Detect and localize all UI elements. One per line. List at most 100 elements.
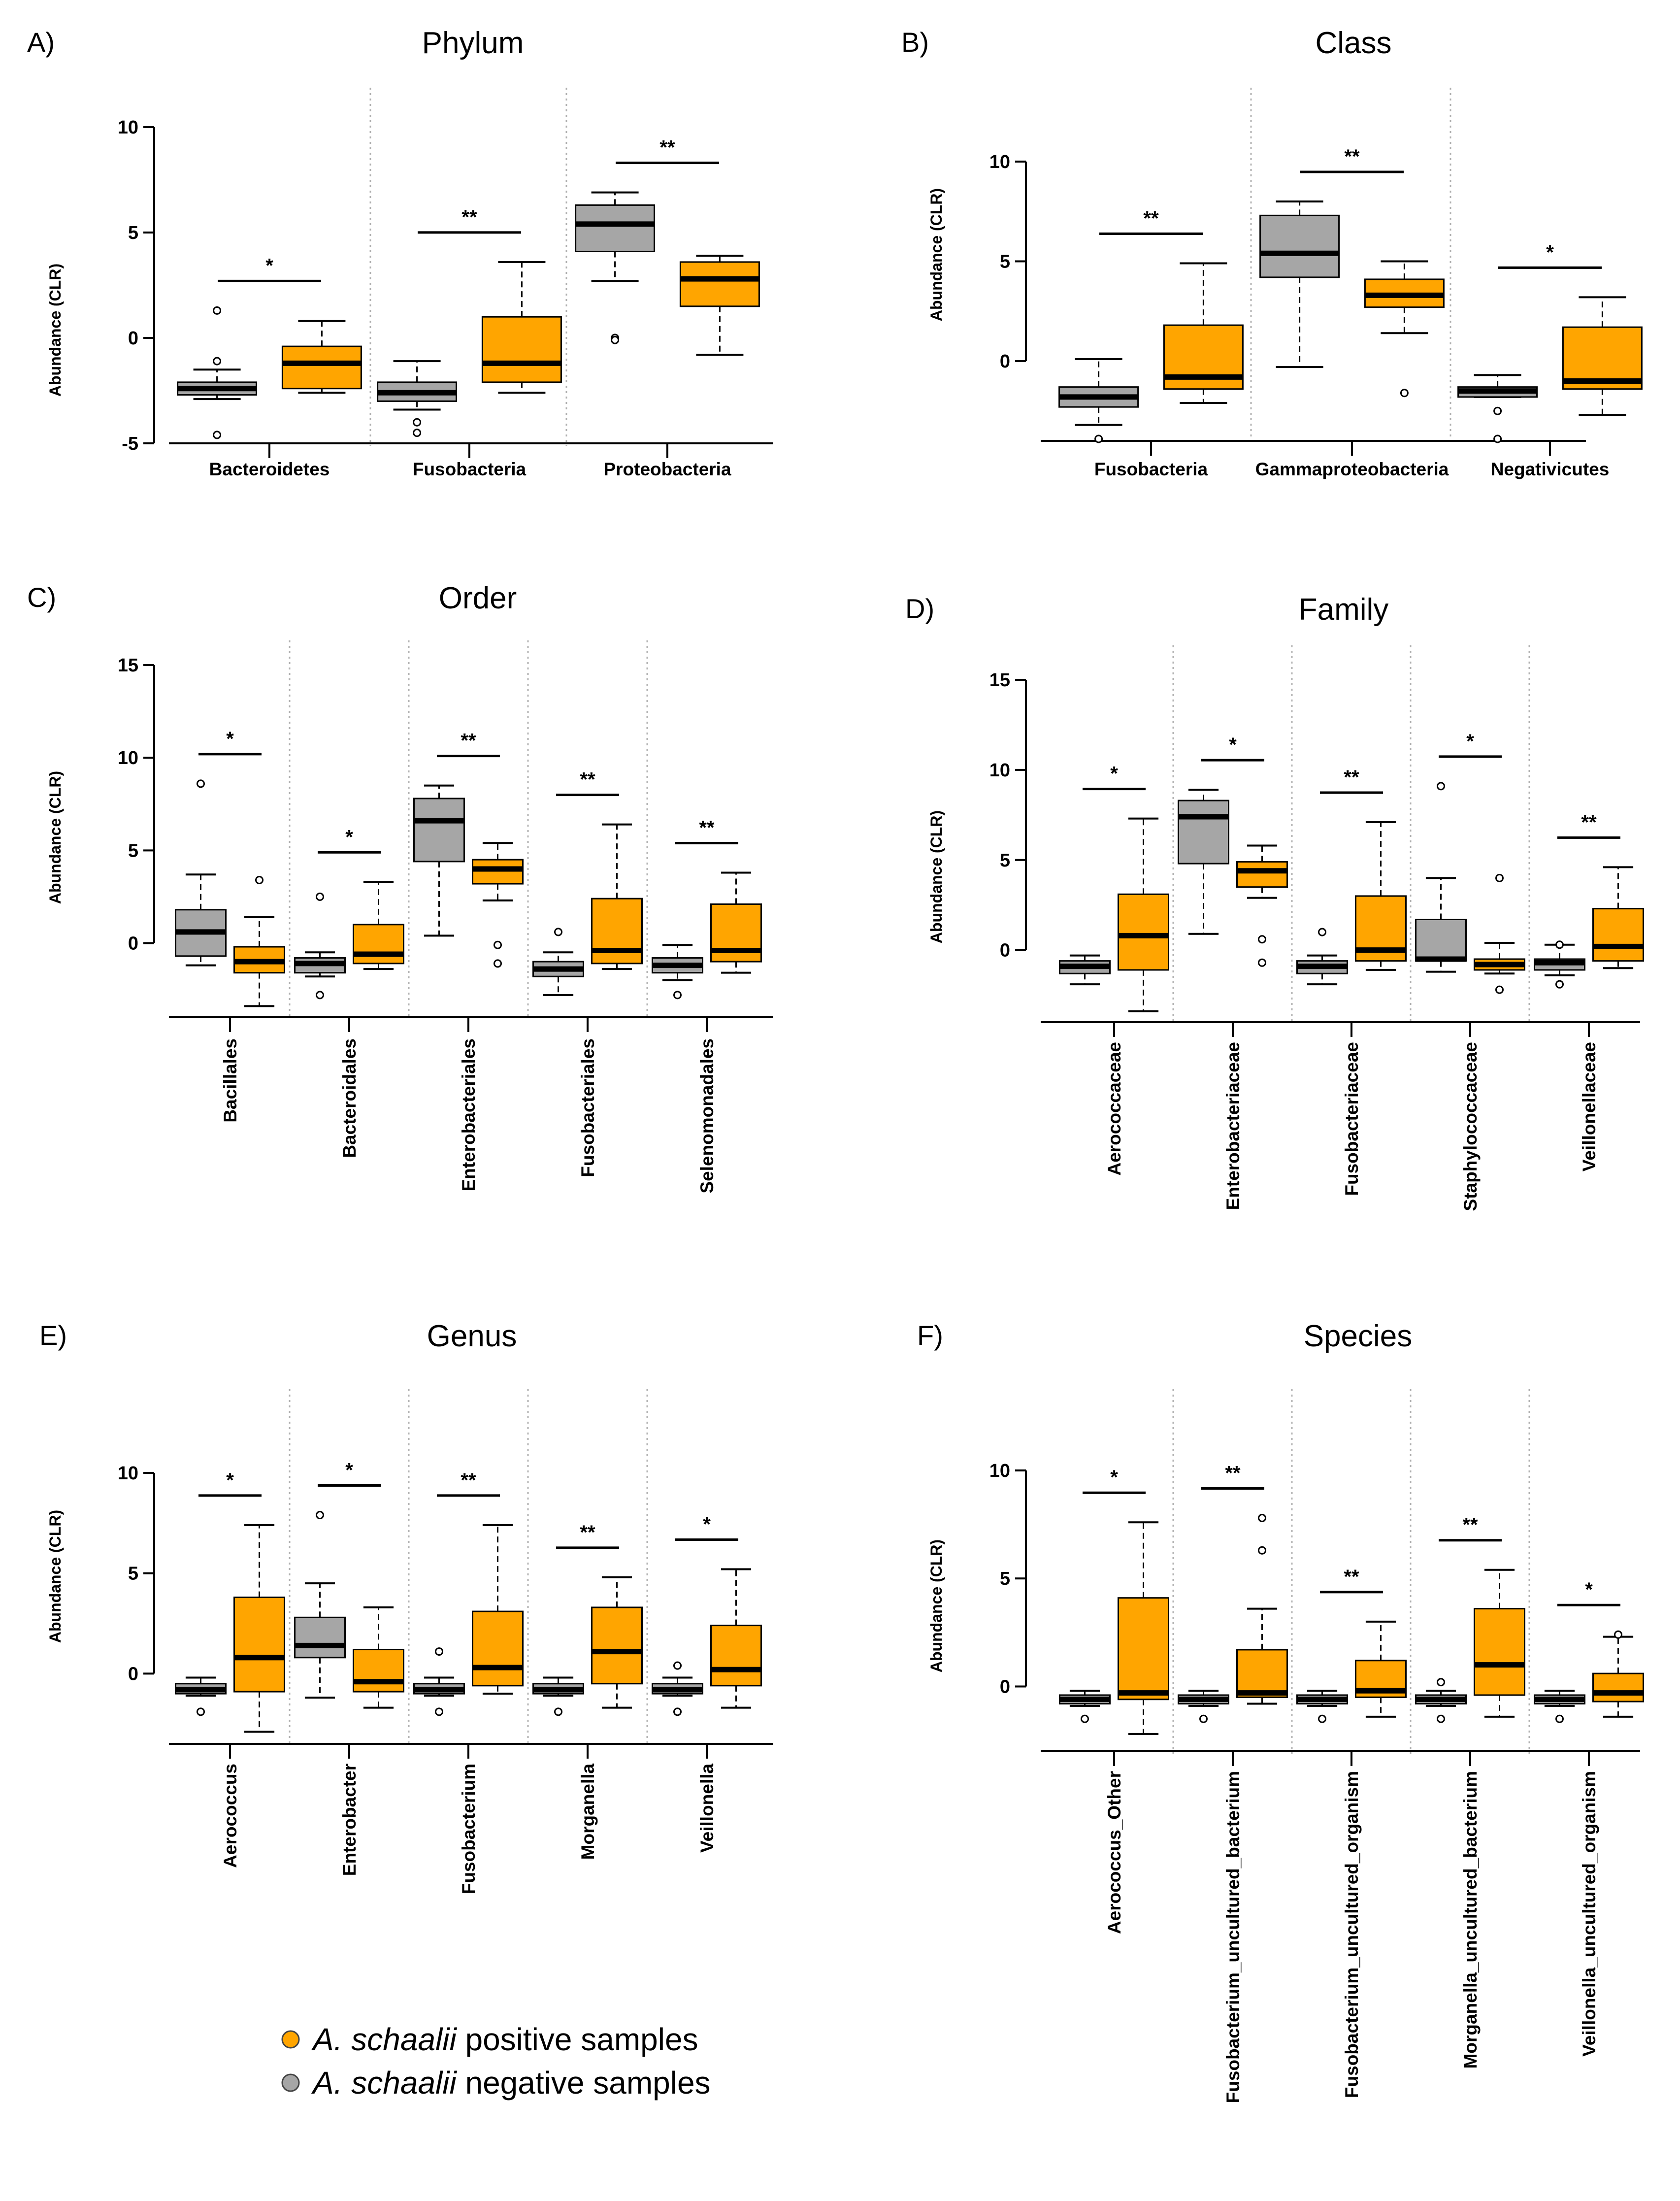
x-tick-label: Fusobacteria [413, 459, 527, 479]
outlier-point [1400, 389, 1409, 398]
outlier-point [1094, 434, 1103, 443]
x-tick-label: Enterobacter [339, 1764, 360, 1876]
outlier-point [1318, 928, 1326, 936]
x-tick-label: Enterobacteriales [459, 1038, 479, 1192]
box-negative [652, 944, 703, 1000]
box-positive [353, 881, 404, 970]
significance-label: ** [1344, 146, 1360, 167]
x-tick-label: Negativicutes [1491, 459, 1610, 479]
outlier-point [197, 779, 205, 788]
box-negative [1534, 1690, 1585, 1723]
significance-label: ** [1225, 1462, 1241, 1484]
significance-label: ** [1344, 1566, 1359, 1588]
legend-swatch-positive [281, 2030, 300, 2049]
significance-label: ** [580, 1522, 595, 1543]
x-tick-label: Fusobacteriales [578, 1038, 598, 1177]
box-negative [294, 892, 346, 1000]
significance-label: * [345, 826, 353, 848]
box-positive [233, 1524, 285, 1733]
box-positive [1236, 844, 1288, 967]
box-negative [413, 1647, 465, 1716]
box-positive [1474, 1568, 1525, 1718]
significance-label: ** [461, 1469, 476, 1491]
panel-title: Order [439, 581, 517, 615]
box-positive [1118, 1521, 1169, 1735]
outlier-point [255, 876, 264, 885]
x-tick-label: Staphylococcaceae [1460, 1042, 1481, 1211]
significance-label: ** [699, 817, 715, 838]
y-tick-label: 0 [1000, 351, 1010, 372]
outlier-point [1493, 406, 1502, 415]
outlier-point [673, 991, 682, 1000]
y-tick-label: 5 [128, 1564, 138, 1584]
box-negative [175, 1676, 227, 1716]
box-positive [1474, 873, 1525, 994]
outlier-point [1614, 1630, 1622, 1639]
y-tick-label: 15 [989, 670, 1010, 691]
box-negative [1534, 940, 1585, 989]
y-tick-label: 10 [989, 1461, 1010, 1481]
box-positive [679, 255, 760, 356]
outlier-point [1493, 434, 1502, 443]
outlier-point [673, 1661, 682, 1670]
outlier-point [1258, 1513, 1266, 1522]
y-axis-label: Abundance (CLR) [46, 771, 64, 904]
outlier-point [316, 991, 324, 1000]
outlier-point [213, 306, 222, 315]
panel-phylum: A) Phylum Abundance (CLR) -5 0 5 10 Bacteroidet… [27, 26, 773, 479]
legend-label: positive samples [457, 2022, 698, 2057]
box-positive [1364, 260, 1445, 398]
iqr-box [1259, 214, 1340, 278]
iqr-box [1118, 893, 1169, 971]
significance-label: * [345, 1460, 353, 1481]
outlier-point [1437, 1714, 1445, 1723]
y-tick-label: 5 [128, 840, 138, 861]
box-negative [413, 784, 465, 937]
box-negative [1059, 954, 1111, 986]
iqr-box [472, 1610, 524, 1687]
iqr-box [1236, 1649, 1288, 1698]
y-tick-label: 0 [1000, 940, 1010, 961]
iqr-box [679, 261, 760, 307]
box-positive [481, 261, 562, 394]
outlier-point [435, 1647, 443, 1656]
box-negative [1259, 200, 1340, 368]
iqr-box [353, 1649, 404, 1693]
box-negative [377, 360, 458, 437]
y-tick-label: 10 [118, 748, 138, 768]
outlier-point [316, 892, 324, 901]
significance-label: * [1110, 763, 1118, 785]
box-negative [1296, 1690, 1348, 1723]
outlier-point [1258, 958, 1266, 967]
box-positive [710, 871, 762, 974]
box-negative [1415, 1678, 1467, 1723]
box-positive [1355, 1620, 1407, 1718]
legend-label-negative: A. schaalii negative samples [311, 2065, 711, 2101]
box-positive [591, 1576, 643, 1709]
y-tick-label: 5 [1000, 252, 1010, 272]
legend-label-positive: A. schaalii positive samples [311, 2022, 698, 2057]
significance-label: * [1585, 1579, 1593, 1601]
significance-label: * [703, 1514, 711, 1535]
outlier-point [1495, 985, 1504, 994]
box-negative [532, 1676, 584, 1716]
iqr-box [481, 316, 562, 383]
box-negative [1296, 928, 1348, 986]
box-positive [353, 1606, 404, 1709]
outlier-point [673, 1707, 682, 1716]
outlier-point [1258, 935, 1266, 944]
legend-species: A. schaalii [311, 2022, 457, 2057]
x-tick-label: Bacillales [220, 1038, 240, 1123]
panel-title: Species [1304, 1319, 1413, 1353]
x-tick-label: Aerococcaceae [1104, 1042, 1124, 1176]
outlier-point [554, 928, 562, 936]
panel-letter: C) [27, 582, 56, 613]
outlier-point [1555, 1714, 1564, 1723]
iqr-box [1178, 800, 1229, 865]
box-negative [1457, 374, 1538, 443]
iqr-box [591, 898, 643, 965]
y-tick-label: 5 [1000, 850, 1010, 871]
outlier-point [494, 959, 502, 968]
panel-letter: B) [901, 27, 929, 58]
iqr-box [710, 1625, 762, 1687]
